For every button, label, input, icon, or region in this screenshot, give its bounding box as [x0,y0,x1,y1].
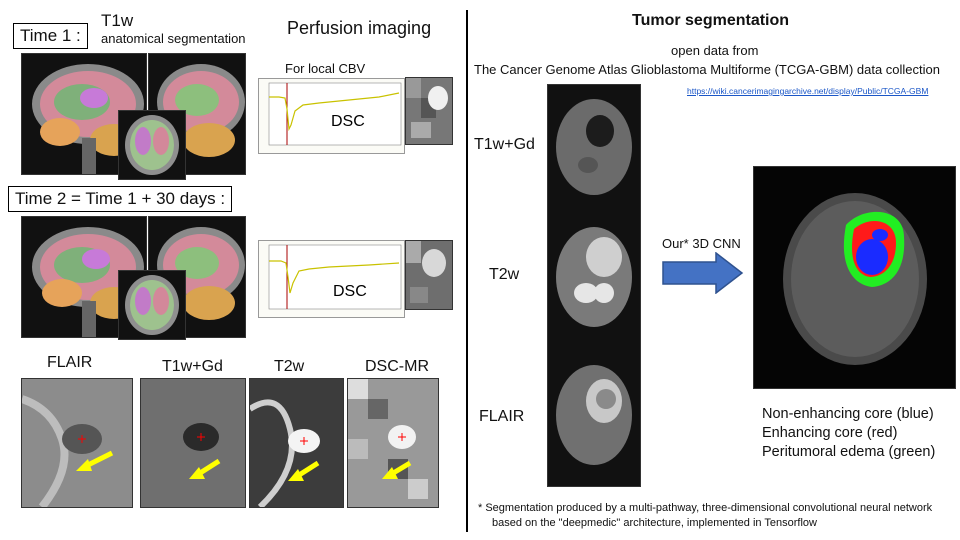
tumor-segmentation-title: Tumor segmentation [632,12,790,29]
modality-label-flair: FLAIR [479,408,525,425]
dsc-label-time2: DSC [333,283,367,300]
footnote-line2: based on the "deepmedic" architecture, i… [492,517,817,529]
legend-peritumoral-edema: Peritumoral edema (green) [762,444,936,460]
segmentation-result-image [753,166,956,389]
bottom-label-dscmr: DSC-MR [365,358,429,375]
dsc-curve-plot-time1: DSC [258,78,405,154]
segmentation-legend: Non-enhancing core (blue) Enhancing core… [762,405,935,462]
cnn-arrow [662,251,744,295]
tcga-gbm-link[interactable]: https://wiki.cancerimagingarchive.net/di… [687,86,929,96]
t2w-closeup-image [249,378,344,508]
bottom-label-flair: FLAIR [47,354,93,371]
dsc-map-inset-time1 [405,77,453,145]
t1w-sagittal-image-time1-b [148,53,246,175]
modality-scan-stack [547,84,641,487]
bottom-label-t1wgd: T1w+Gd [162,358,223,375]
cnn-arrow-label: Our* 3D CNN [662,236,741,251]
time1-label: Time 1 : [13,23,88,49]
bottom-label-t2w: T2w [274,358,305,375]
footnote: * Segmentation produced by a multi-pathw… [478,501,932,531]
legend-enhancing-core: Enhancing core (red) [762,425,898,441]
local-cbv-label: For local CBV [285,61,366,76]
source-line1: open data from [671,43,759,58]
flair-closeup-image [21,378,133,508]
t1w-axial-inset-time2 [118,270,186,340]
modality-label-t1wgd: T1w+Gd [474,136,535,153]
t1w-subtitle: anatomical segmentation [101,31,246,46]
dsc-map-inset-time2 [405,240,453,310]
t1w-sagittal-image-time1 [21,53,147,175]
vertical-divider [466,10,468,532]
time2-label: Time 2 = Time 1 + 30 days : [8,186,233,212]
t1w-axial-inset-time1 [118,110,186,180]
source-line2: The Cancer Genome Atlas Glioblastoma Mul… [474,62,941,77]
t1w-title: T1w [101,11,134,30]
t1wgd-closeup-image [140,378,246,508]
footnote-line1: * Segmentation produced by a multi-pathw… [478,502,933,514]
legend-non-enhancing-core: Non-enhancing core (blue) [762,406,934,422]
dsc-label-time1: DSC [331,113,365,130]
modality-label-t2w: T2w [489,266,520,283]
perfusion-title: Perfusion imaging [287,18,432,38]
dsc-curve-plot-time2: DSC [258,240,405,318]
dscmr-closeup-image [347,378,439,508]
